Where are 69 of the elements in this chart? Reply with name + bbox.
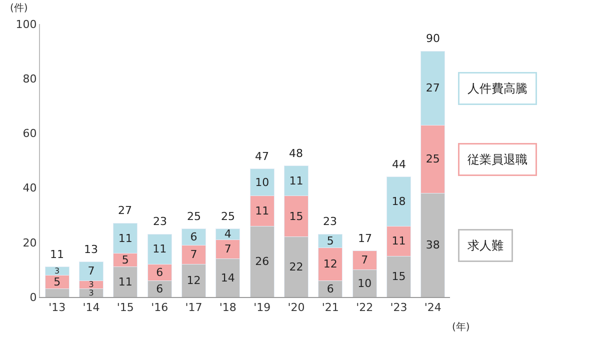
series-label: 従業員退職 [468, 152, 528, 166]
data-label: 26 [255, 255, 270, 268]
y-tick-label: 20 [22, 236, 37, 250]
data-label: 15 [392, 270, 406, 284]
data-label: 6 [156, 266, 164, 279]
x-tick-label: '23 [390, 301, 408, 314]
x-tick-label: '14 [82, 301, 100, 314]
data-label: 14 [220, 271, 235, 284]
data-label: 18 [392, 194, 406, 208]
data-label: 5 [54, 275, 61, 288]
x-tick-label: '20 [288, 301, 305, 314]
x-axis-title: (年) [452, 321, 470, 333]
data-label: 11 [392, 234, 406, 248]
total-label: 90 [426, 32, 440, 45]
total-label: 27 [118, 204, 132, 217]
data-label: 12 [186, 274, 201, 288]
y-axis-title: (件) [10, 3, 28, 14]
y-tick-label: 40 [22, 182, 37, 195]
data-label: 7 [88, 264, 95, 278]
x-tick-label: '17 [185, 301, 202, 314]
series-label: 求人難 [468, 238, 504, 252]
data-label: 25 [426, 152, 440, 166]
y-tick-label: 60 [22, 127, 37, 140]
data-label: 7 [361, 254, 368, 267]
data-label: 10 [255, 176, 270, 189]
y-tick-label: 0 [30, 290, 37, 304]
total-label: 17 [358, 232, 372, 245]
total-label: 44 [392, 158, 406, 171]
total-label: 13 [84, 243, 98, 256]
total-label: 23 [323, 215, 337, 228]
data-label: 22 [289, 260, 304, 274]
data-label: 7 [224, 242, 232, 256]
data-label: 38 [426, 238, 440, 252]
data-label: 5 [326, 234, 334, 248]
y-tick-label: 100 [16, 18, 37, 31]
data-label: 5 [122, 254, 129, 267]
data-label: 7 [190, 248, 198, 262]
series-label: 人件費高騰 [468, 82, 528, 96]
x-tick-label: '18 [219, 301, 236, 314]
data-label: 3 [54, 266, 60, 276]
total-label: 25 [221, 210, 235, 223]
x-tick-label: '15 [116, 301, 134, 314]
total-label: 23 [153, 215, 167, 228]
total-label: 11 [50, 248, 64, 261]
total-label: 47 [255, 150, 269, 163]
data-label: 11 [255, 204, 270, 218]
data-label: 10 [358, 276, 372, 290]
data-label: 6 [190, 230, 198, 244]
data-label: 6 [326, 282, 334, 296]
x-tick-label: '22 [356, 301, 374, 314]
x-tick-label: '16 [151, 301, 168, 314]
x-tick-label: '21 [322, 301, 339, 314]
data-label: 11 [152, 242, 167, 256]
data-label: 12 [323, 258, 338, 271]
x-tick-label: '19 [254, 301, 271, 314]
data-label: 11 [118, 232, 132, 245]
x-tick-label: '13 [48, 301, 66, 314]
data-label: 3 [88, 280, 94, 290]
data-label: 11 [118, 275, 132, 288]
total-label: 25 [187, 210, 201, 223]
data-label: 11 [289, 174, 304, 188]
data-label: 4 [224, 228, 232, 241]
data-label: 27 [426, 82, 440, 95]
y-tick-label: 80 [22, 72, 37, 86]
data-label: 6 [156, 282, 164, 296]
data-label: 15 [289, 210, 304, 223]
total-label: 48 [289, 147, 303, 160]
x-tick-label: '24 [424, 301, 442, 314]
data-label: 3 [88, 288, 94, 298]
